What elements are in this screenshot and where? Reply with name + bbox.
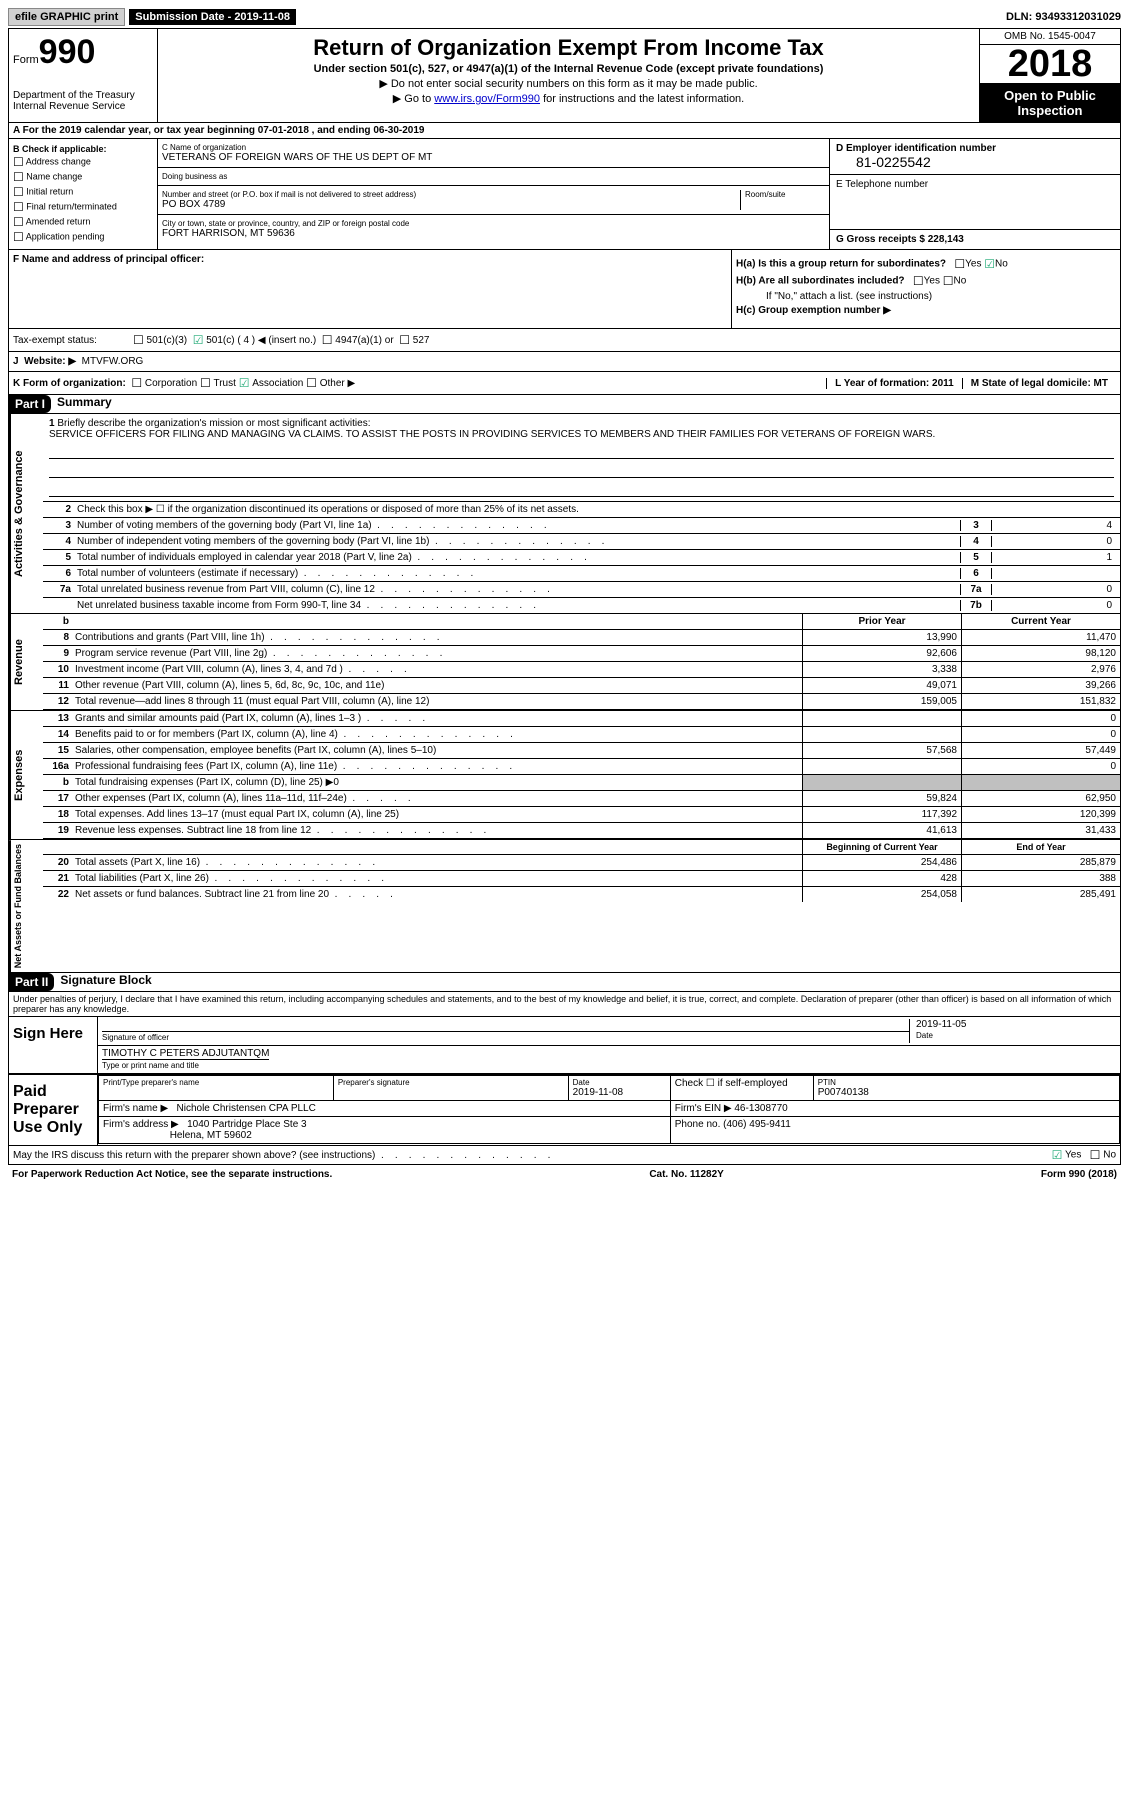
cb-final[interactable]: Final return/terminated	[13, 200, 153, 214]
cb-amended[interactable]: Amended return	[13, 215, 153, 229]
mission-text: SERVICE OFFICERS FOR FILING AND MANAGING…	[49, 429, 935, 440]
discuss-no[interactable]	[1090, 1148, 1101, 1162]
side-netassets: Net Assets or Fund Balances	[9, 840, 43, 972]
cb-4947[interactable]	[322, 333, 333, 347]
activities-section: Activities & Governance 1 Briefly descri…	[9, 414, 1120, 614]
h-b-note: If "No," attach a list. (see instruction…	[736, 291, 1116, 302]
note-post: for instructions and the latest informat…	[540, 93, 744, 105]
f-officer: F Name and address of principal officer:	[9, 250, 732, 328]
revenue-section: Revenue b Prior Year Current Year 8Contr…	[9, 614, 1120, 711]
dba-label: Doing business as	[162, 172, 227, 181]
col-b-checkboxes: B Check if applicable: Address change Na…	[9, 139, 158, 249]
open-public-badge: Open to Public Inspection	[980, 84, 1120, 122]
side-expenses: Expenses	[9, 711, 43, 839]
section-bcde: B Check if applicable: Address change Na…	[9, 139, 1120, 250]
part2-header: Part II Signature Block	[9, 972, 1120, 992]
website-line: J Website: ▶ MTVFW.ORG	[9, 352, 1120, 372]
title-box: Return of Organization Exempt From Incom…	[158, 29, 979, 122]
form-number: 990	[39, 33, 96, 71]
tax-exempt-line: Tax-exempt status: 501(c)(3) 501(c) ( 4 …	[9, 329, 1120, 352]
addr-label: Number and street (or P.O. box if mail i…	[162, 190, 736, 199]
part1-header: Part I Summary	[9, 395, 1120, 414]
paid-prep-label: Paid Preparer Use Only	[9, 1075, 98, 1145]
side-activities: Activities & Governance	[9, 414, 43, 613]
hb-yes[interactable]	[913, 274, 924, 288]
ha-no[interactable]	[984, 257, 995, 271]
preparer-table: Print/Type preparer's name Preparer's si…	[98, 1075, 1120, 1144]
cb-other[interactable]	[306, 376, 317, 390]
form-subtitle: Under section 501(c), 527, or 4947(a)(1)…	[166, 63, 971, 75]
website-value: MTVFW.ORG	[82, 356, 144, 367]
cb-501c4[interactable]	[193, 333, 204, 347]
discuss-yes[interactable]	[1052, 1148, 1063, 1162]
m-state: M State of legal domicile: MT	[962, 378, 1116, 389]
cb-initial[interactable]: Initial return	[13, 185, 153, 199]
cb-pending[interactable]: Application pending	[13, 230, 153, 244]
fgh-row: F Name and address of principal officer:…	[9, 250, 1120, 329]
footer-final: For Paperwork Reduction Act Notice, see …	[8, 1165, 1121, 1180]
top-bar: efile GRAPHIC print Submission Date - 20…	[8, 8, 1121, 26]
preparer-block: Paid Preparer Use Only Print/Type prepar…	[9, 1074, 1120, 1146]
cb-assoc[interactable]	[239, 376, 250, 390]
tax-year: 2018	[980, 45, 1120, 84]
cb-corp[interactable]	[131, 376, 142, 390]
col-b-title: B Check if applicable:	[13, 144, 153, 154]
cb-address[interactable]: Address change	[13, 155, 153, 169]
h-group: H(a) Is this a group return for subordin…	[732, 250, 1120, 328]
row-a-tax-year: A For the 2019 calendar year, or tax yea…	[9, 123, 1120, 139]
gross-receipts: G Gross receipts $ 228,143	[836, 234, 1114, 245]
city-label: City or town, state or province, country…	[162, 219, 409, 228]
col-de: D Employer identification number 81-0225…	[829, 139, 1120, 249]
city-value: FORT HARRISON, MT 59636	[162, 228, 409, 239]
ha-yes[interactable]	[954, 257, 965, 271]
h-b-label: H(b) Are all subordinates included?	[736, 276, 905, 287]
submission-date: Submission Date - 2019-11-08	[129, 9, 296, 25]
sign-here-label: Sign Here	[9, 1017, 98, 1073]
h-a-label: H(a) Is this a group return for subordin…	[736, 259, 946, 270]
ein-value: 81-0225542	[836, 154, 1114, 170]
mission-block: 1 Briefly describe the organization's mi…	[43, 414, 1120, 502]
room-label: Room/suite	[745, 190, 825, 199]
cb-trust[interactable]	[200, 376, 211, 390]
k-line: K Form of organization: Corporation Trus…	[9, 372, 1120, 395]
header-row: Form990 Department of the Treasury Inter…	[9, 29, 1120, 123]
form-title: Return of Organization Exempt From Incom…	[166, 35, 971, 61]
cb-501c3[interactable]	[133, 333, 144, 347]
expenses-section: Expenses 13Grants and similar amounts pa…	[9, 711, 1120, 840]
org-name: VETERANS OF FOREIGN WARS OF THE US DEPT …	[162, 152, 825, 163]
dln-label: DLN: 93493312031029	[1006, 11, 1121, 23]
department-label: Department of the Treasury Internal Reve…	[13, 90, 153, 112]
addr-value: PO BOX 4789	[162, 199, 736, 210]
form-id-box: Form990 Department of the Treasury Inter…	[9, 29, 158, 122]
side-revenue: Revenue	[9, 614, 43, 710]
h-c-label: H(c) Group exemption number ▶	[736, 305, 891, 316]
note-pre: ▶ Go to	[393, 93, 434, 105]
ijk-rows: Tax-exempt status: 501(c)(3) 501(c) ( 4 …	[9, 329, 1120, 395]
cb-527[interactable]	[399, 333, 410, 347]
note-link: ▶ Go to www.irs.gov/Form990 for instruct…	[166, 92, 971, 105]
signature-block: Under penalties of perjury, I declare th…	[9, 992, 1120, 1074]
discuss-row: May the IRS discuss this return with the…	[9, 1146, 1120, 1164]
hb-no[interactable]	[943, 274, 954, 288]
org-name-label: C Name of organization	[162, 143, 825, 152]
penalty-text: Under penalties of perjury, I declare th…	[9, 992, 1120, 1016]
year-box: OMB No. 1545-0047 2018 Open to Public In…	[979, 29, 1120, 122]
netassets-section: Net Assets or Fund Balances Beginning of…	[9, 840, 1120, 972]
note-ssn: ▶ Do not enter social security numbers o…	[166, 77, 971, 90]
cb-name[interactable]: Name change	[13, 170, 153, 184]
phone-label: E Telephone number	[836, 179, 1114, 190]
ein-label: D Employer identification number	[836, 143, 1114, 154]
col-c-org: C Name of organization VETERANS OF FOREI…	[158, 139, 829, 249]
form-container: Form990 Department of the Treasury Inter…	[8, 28, 1121, 1165]
efile-button[interactable]: efile GRAPHIC print	[8, 8, 125, 26]
irs-link[interactable]: www.irs.gov/Form990	[434, 93, 540, 105]
form-prefix: Form	[13, 54, 39, 66]
l-year: L Year of formation: 2011	[826, 378, 962, 389]
